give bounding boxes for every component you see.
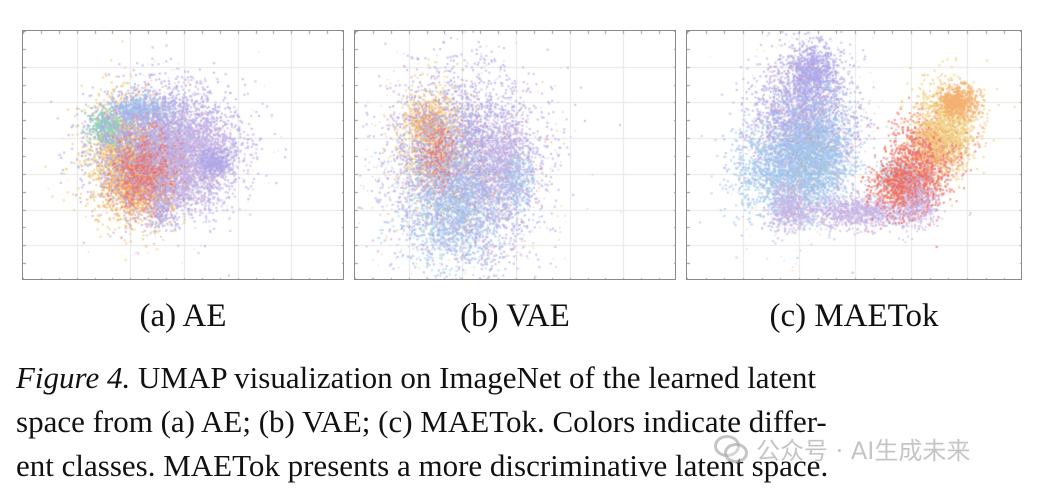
umap-panel-vae: [354, 30, 676, 280]
subfigure-label-ae: (a) AE: [139, 298, 227, 334]
subfigure-label-vae: (b) VAE: [460, 298, 570, 334]
figure-number: Figure 4.: [16, 360, 131, 395]
umap-panel-maetok: [686, 30, 1022, 280]
umap-panel-ae: [22, 30, 344, 280]
figure-caption: Figure 4. UMAP visualization on ImageNet…: [16, 356, 1028, 488]
watermark: 公众号 · AI生成未来: [714, 428, 970, 468]
subfigure-label-maetok: (c) MAETok: [769, 298, 939, 334]
umap-scatter-maetok: [687, 31, 1021, 279]
umap-scatter-ae: [23, 31, 343, 279]
caption-line-2: space from (a) AE; (b) VAE; (c) MAETok. …: [16, 404, 827, 439]
watermark-text: 公众号 · AI生成未来: [756, 436, 971, 465]
caption-line-3: ent classes. MAETok presents a more disc…: [16, 448, 829, 483]
umap-scatter-vae: [355, 31, 675, 279]
caption-line-1: Figure 4. UMAP visualization on ImageNet…: [16, 356, 1028, 400]
caption-text-1: UMAP visualization on ImageNet of the le…: [130, 360, 817, 395]
wechat-icon: [714, 433, 748, 463]
